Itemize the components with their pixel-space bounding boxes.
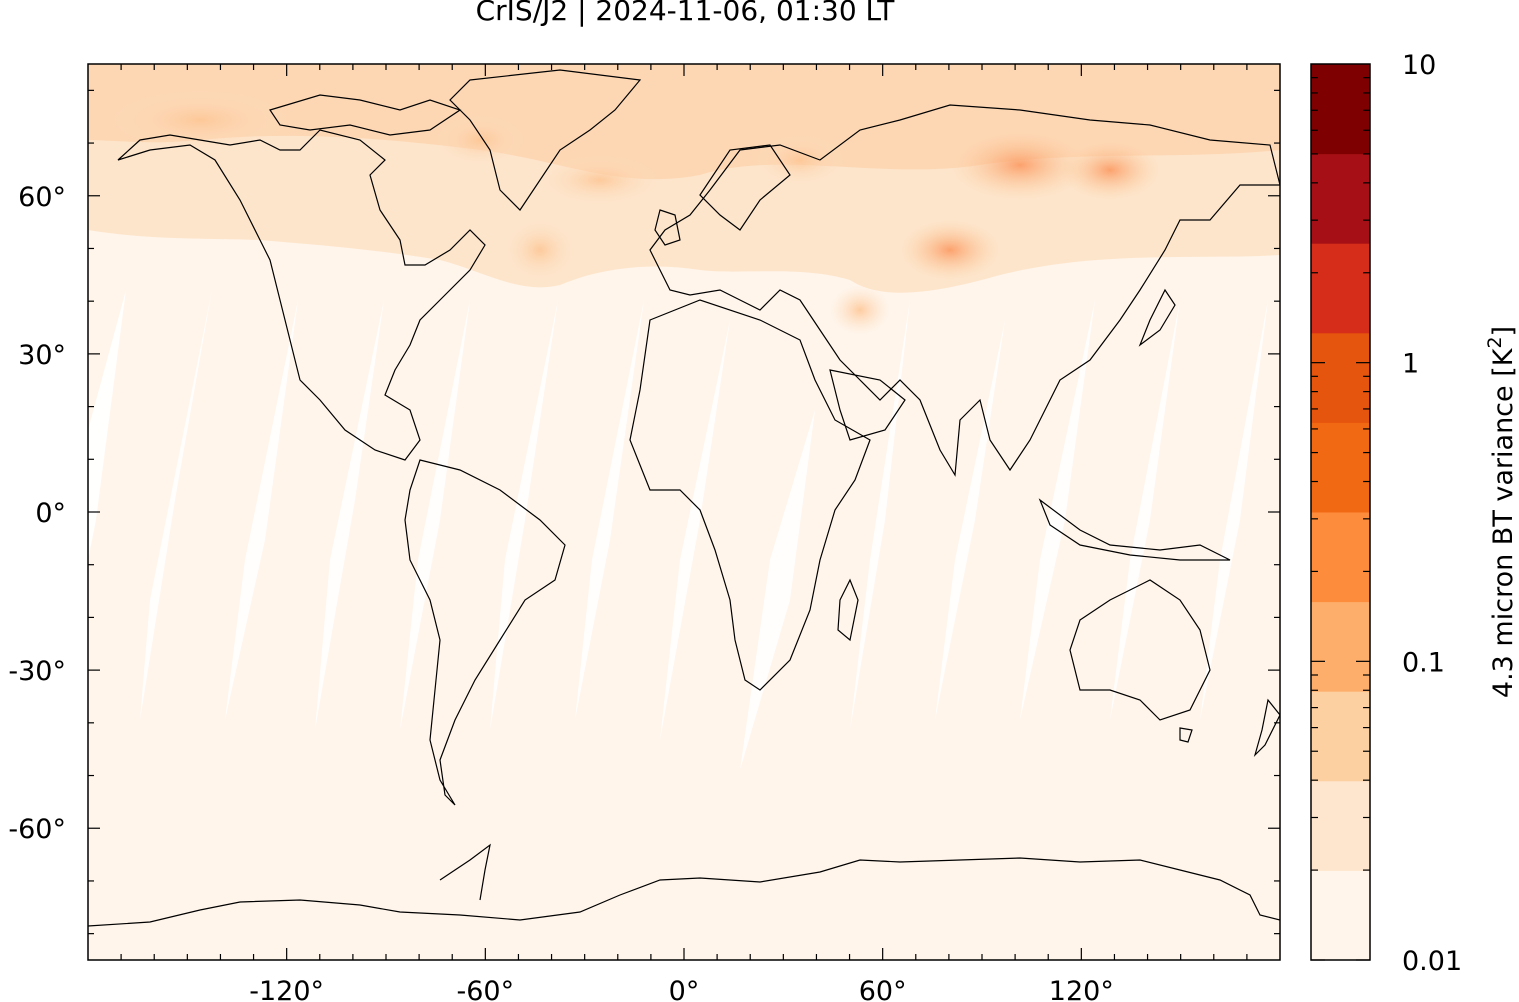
coastline-antarctica (88, 857, 1280, 927)
colorbar-label-end: ] (1488, 326, 1519, 337)
colorbar-tick-label: 1 (1402, 349, 1419, 380)
coastline-north-america (117, 129, 486, 461)
colorbar-segment (1311, 153, 1370, 244)
map-field (88, 64, 1280, 960)
coastline-scandinavia (699, 144, 791, 231)
coastline-indonesia (1038, 498, 1231, 561)
x-tick-label: 0° (669, 976, 700, 1002)
colorbar-tick-label: 0.1 (1402, 647, 1445, 678)
colorbar-label: 4.3 micron BT variance [K2] (1484, 326, 1519, 698)
colorbar-tick-label: 0.01 (1402, 946, 1462, 977)
colorbar-label-sup: 2 (1484, 336, 1506, 348)
colorbar (1311, 64, 1370, 961)
colorbar-ticks (1311, 77, 1370, 961)
x-tick-label: 120° (1049, 976, 1114, 1002)
y-tick-label: 0° (35, 498, 66, 529)
map-ticks (88, 64, 1280, 960)
colorbar-tick-labels: 10 1 0.1 0.01 (1402, 50, 1462, 977)
hotspot (505, 220, 575, 280)
colorbar-segment (1311, 332, 1370, 423)
hotspot (900, 220, 1000, 280)
y-tick-label: 30° (18, 340, 66, 371)
hotspot (755, 135, 845, 185)
colorbar-tick-label: 10 (1402, 50, 1436, 81)
coastline-arabia (829, 369, 906, 441)
map-tick-labels: -120° -60° 0° 60° 120° 60° 30° 0° -30° -60° (8, 182, 1113, 1002)
coastline-south-america (404, 459, 566, 806)
coastline-antarctic-peninsula (439, 843, 491, 901)
coastline-africa (629, 299, 871, 691)
colorbar-segment (1311, 870, 1370, 961)
colorbar-segment (1311, 64, 1370, 155)
coastline-new-zealand (1253, 698, 1280, 758)
hotspot (110, 90, 290, 150)
plot-title: CrIS/J2 | 2024-11-06, 01:30 LT (475, 0, 895, 27)
coastline-arctic-islands (269, 94, 462, 136)
y-tick-label: -60° (8, 814, 66, 845)
x-tick-label: 60° (859, 976, 907, 1002)
hotspot (950, 130, 1090, 200)
y-tick-label: -30° (8, 656, 66, 687)
coastlines (88, 69, 1280, 927)
hotspot (435, 115, 525, 165)
colorbar-segment (1311, 691, 1370, 782)
colorbar-label-main: 4.3 micron BT variance [K (1488, 347, 1519, 698)
colorbar-segment (1311, 601, 1370, 692)
colorbar-segment (1311, 512, 1370, 603)
colorbar-segment (1311, 780, 1370, 871)
coastline-australia (1069, 579, 1211, 721)
colorbar-segment (1311, 243, 1370, 334)
coastline-greenland (449, 69, 642, 211)
x-tick-label: -120° (249, 976, 324, 1002)
y-tick-label: 60° (18, 182, 66, 213)
coastline-eurasia (649, 104, 1280, 477)
hotspot (830, 285, 890, 335)
coastline-tasmania (1179, 727, 1193, 743)
x-tick-label: -60° (457, 976, 515, 1002)
coastline-madagascar (837, 578, 859, 642)
coastline-japan (1138, 288, 1176, 347)
hotspot (540, 155, 660, 205)
colorbar-frame (1310, 63, 1371, 961)
colorbar-segment (1311, 422, 1370, 513)
hotspot (1060, 140, 1160, 200)
coastline-uk (654, 209, 681, 246)
orbit-gaps (88, 290, 1268, 770)
